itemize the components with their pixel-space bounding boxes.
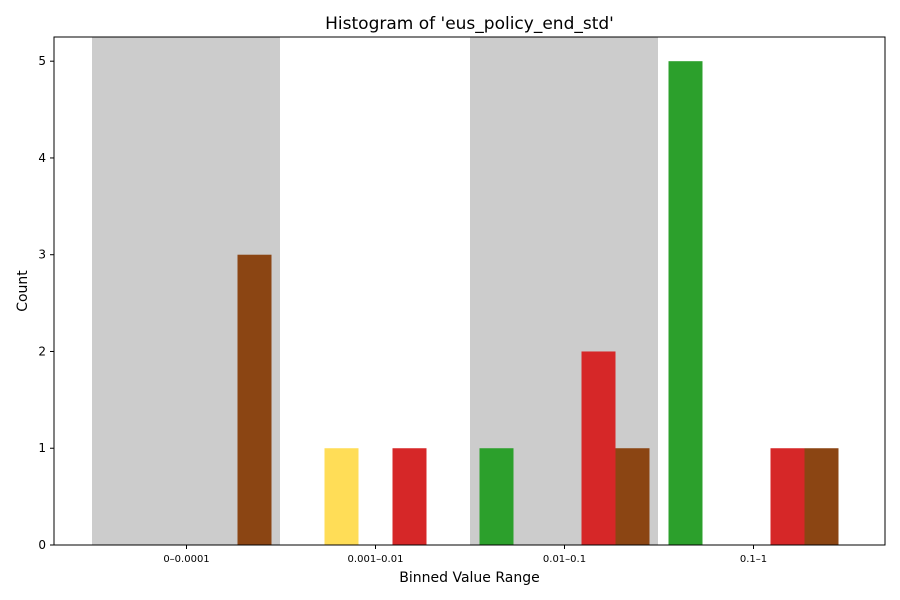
y-axis-ticks: 0 1 2 3 4 5 — [38, 54, 54, 552]
y-tick-label: 3 — [38, 248, 46, 262]
y-tick-label: 2 — [38, 344, 46, 358]
y-tick-label: 0 — [38, 538, 46, 552]
shaded-bands — [92, 37, 658, 545]
bar — [237, 254, 272, 545]
bar — [615, 448, 650, 545]
x-axis-label: Binned Value Range — [399, 570, 539, 586]
y-tick-label: 4 — [38, 151, 46, 165]
plot-frame — [53, 36, 886, 546]
x-tick-label: 0.001–0.01 — [348, 554, 404, 565]
x-axis-ticks: 0–0.0001 0.001–0.01 0.01–0.1 0.1–1 — [163, 545, 767, 565]
bar — [770, 448, 805, 545]
x-tick-label: 0.1–1 — [740, 554, 767, 565]
x-tick-label: 0.01–0.1 — [543, 554, 586, 565]
y-axis-label: Count — [15, 270, 31, 312]
bar — [804, 448, 839, 545]
bars-group — [237, 61, 839, 545]
bar — [668, 61, 703, 545]
bar — [392, 448, 427, 545]
y-tick-label: 5 — [38, 54, 46, 68]
x-tick-label: 0–0.0001 — [163, 554, 209, 565]
bar — [479, 448, 514, 545]
bar — [581, 351, 616, 545]
y-tick-label: 1 — [38, 441, 46, 455]
bar — [324, 448, 359, 545]
chart-title: Histogram of 'eus_policy_end_std' — [325, 14, 614, 34]
